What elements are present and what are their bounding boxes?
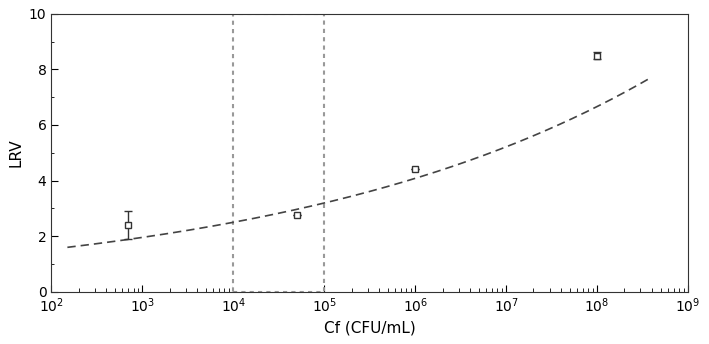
Y-axis label: LRV: LRV bbox=[9, 138, 23, 167]
X-axis label: Cf (CFU/mL): Cf (CFU/mL) bbox=[324, 321, 415, 336]
Bar bbox=[233, 14, 324, 292]
